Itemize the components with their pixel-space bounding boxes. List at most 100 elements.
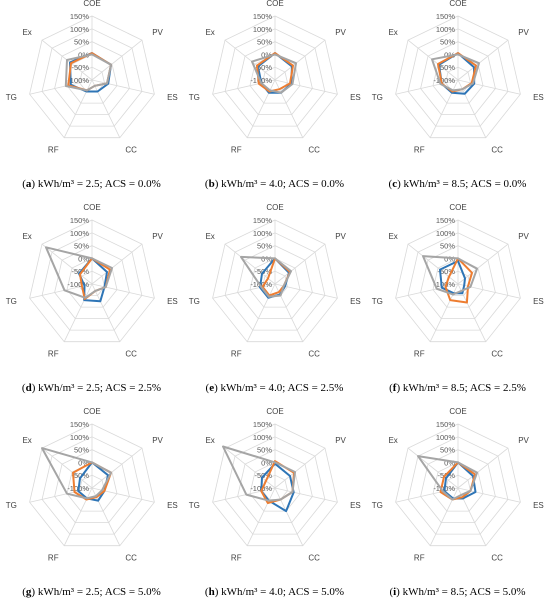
radar-panel-a: 150% 100% 50% 0% -50% -100% COE PV ES CC RF TG Ex (a)… xyxy=(0,0,183,204)
axis-label-cc: CC xyxy=(308,349,320,358)
radar-chart-a: 150% 100% 50% 0% -50% -100% COE PV ES CC RF TG Ex xyxy=(6,0,178,154)
r-tick-label: 100% xyxy=(253,229,273,238)
grid-ring xyxy=(41,28,143,127)
axis-label-tg: TG xyxy=(6,501,17,510)
axis-label-es: ES xyxy=(350,501,361,510)
axis-label-cc: CC xyxy=(308,145,320,154)
caption-text: kWh/m³ = 2.5; ACS = 0.0% xyxy=(37,178,161,190)
series-line-3 xyxy=(240,255,292,298)
r-tick-label: -100% xyxy=(67,280,89,289)
grid-ring xyxy=(237,245,313,319)
axis-label-pv: PV xyxy=(335,28,346,37)
panel-letter: b xyxy=(208,178,215,190)
axis-label-rf: RF xyxy=(414,349,425,358)
caption-text: kWh/m³ = 8.5; ACS = 2.5% xyxy=(402,382,526,394)
axis-label-pv: PV xyxy=(518,28,529,37)
caption-text: kWh/m³ = 2.5; ACS = 2.5% xyxy=(38,382,162,394)
r-tick-label: -50% xyxy=(71,63,89,72)
grid-spoke xyxy=(457,39,509,81)
panel-letter: f xyxy=(392,382,397,394)
panel-caption: (f) kWh/m³ = 8.5; ACS = 2.5% xyxy=(389,382,526,394)
r-tick-label: 0% xyxy=(444,458,455,467)
axis-label-pv: PV xyxy=(518,232,529,241)
radar-chart-c: 150% 100% 50% 0% -50% -100% COE PV ES CC RF TG Ex xyxy=(372,0,544,154)
axis-label-coe: COE xyxy=(266,204,283,212)
radar-panel-c: 150% 100% 50% 0% -50% -100% COE PV ES CC RF TG Ex (c)… xyxy=(366,0,549,204)
grid-spoke xyxy=(91,447,143,489)
radar-panel-b: 150% 100% 50% 0% -50% -100% COE PV ES CC RF TG Ex (b)… xyxy=(183,0,366,204)
grid-spoke xyxy=(274,39,326,81)
axis-label-tg: TG xyxy=(189,297,200,306)
panel-caption: (d) kWh/m³ = 2.5; ACS = 2.5% xyxy=(21,382,162,394)
r-tick-label: 100% xyxy=(70,25,90,34)
grid-spoke xyxy=(91,39,143,81)
series-line-3 xyxy=(431,53,480,92)
caption-text: kWh/m³ = 2.5; ACS = 5.0% xyxy=(37,586,161,598)
grid-spoke xyxy=(457,79,521,95)
grid-ring xyxy=(432,257,484,308)
panel-letter: a xyxy=(25,178,32,190)
grid-ring xyxy=(66,257,118,308)
grid-ring xyxy=(445,66,471,92)
grid-ring xyxy=(237,449,313,523)
radar-panel-e: 150% 100% 50% 0% -50% -100% COE PV ES CC RF TG Ex (e)… xyxy=(183,204,366,408)
r-tick-label: 150% xyxy=(436,216,456,225)
axis-label-ex: Ex xyxy=(22,232,31,241)
grid-ring xyxy=(407,436,509,535)
axis-label-tg: TG xyxy=(372,93,383,102)
axis-label-rf: RF xyxy=(48,145,59,154)
grid-spoke xyxy=(212,79,276,95)
grid-spoke xyxy=(274,447,326,489)
r-tick-label: 100% xyxy=(70,433,90,442)
r-tick-label: 0% xyxy=(261,458,272,467)
r-tick-label: 50% xyxy=(440,38,455,47)
grid-ring xyxy=(395,423,521,547)
axis-label-cc: CC xyxy=(491,553,503,562)
caption-text: kWh/m³ = 4.0; ACS = 0.0% xyxy=(221,178,345,190)
panel-caption: (h) kWh/m³ = 4.0; ACS = 5.0% xyxy=(204,586,345,598)
r-tick-label: 0% xyxy=(78,50,89,59)
axis-label-coe: COE xyxy=(83,0,100,8)
grid-spoke xyxy=(41,243,93,285)
grid-spoke xyxy=(457,447,509,489)
r-tick-label: 100% xyxy=(70,229,90,238)
grid-spoke xyxy=(91,283,121,342)
axis-label-es: ES xyxy=(167,297,178,306)
grid-ring xyxy=(54,449,130,523)
r-tick-label: 0% xyxy=(444,50,455,59)
axis-label-tg: TG xyxy=(189,501,200,510)
panel-letter: c xyxy=(392,178,398,190)
series-line-2 xyxy=(439,461,476,501)
axis-label-coe: COE xyxy=(83,408,100,416)
axis-label-es: ES xyxy=(533,297,544,306)
r-tick-label: 100% xyxy=(436,433,456,442)
r-tick-label: 150% xyxy=(253,420,273,429)
axis-label-cc: CC xyxy=(125,145,137,154)
panel-caption: (c) kWh/m³ = 8.5; ACS = 0.0% xyxy=(388,178,527,190)
series-line-2 xyxy=(444,257,473,304)
grid-spoke xyxy=(212,283,276,299)
grid-spoke xyxy=(457,487,521,503)
grid-spoke xyxy=(457,243,509,285)
axis-label-ex: Ex xyxy=(388,436,397,445)
grid-spoke xyxy=(274,79,338,95)
axis-label-pv: PV xyxy=(152,232,163,241)
r-tick-label: 50% xyxy=(257,242,272,251)
axis-label-pv: PV xyxy=(152,436,163,445)
radar-panel-d: 150% 100% 50% 0% -50% -100% COE PV ES CC RF TG Ex (d)… xyxy=(0,204,183,408)
axis-label-rf: RF xyxy=(48,553,59,562)
axis-label-coe: COE xyxy=(449,408,466,416)
panel-caption: (a) kWh/m³ = 2.5; ACS = 0.0% xyxy=(22,178,161,190)
r-tick-label: -100% xyxy=(433,280,455,289)
axis-label-tg: TG xyxy=(6,93,17,102)
axis-label-pv: PV xyxy=(335,232,346,241)
axis-label-pv: PV xyxy=(335,436,346,445)
panel-caption: (i) kWh/m³ = 8.5; ACS = 5.0% xyxy=(389,586,526,598)
r-tick-label: 100% xyxy=(436,25,456,34)
grid-ring xyxy=(54,245,130,319)
panel-caption: (e) kWh/m³ = 4.0; ACS = 2.5% xyxy=(205,382,344,394)
